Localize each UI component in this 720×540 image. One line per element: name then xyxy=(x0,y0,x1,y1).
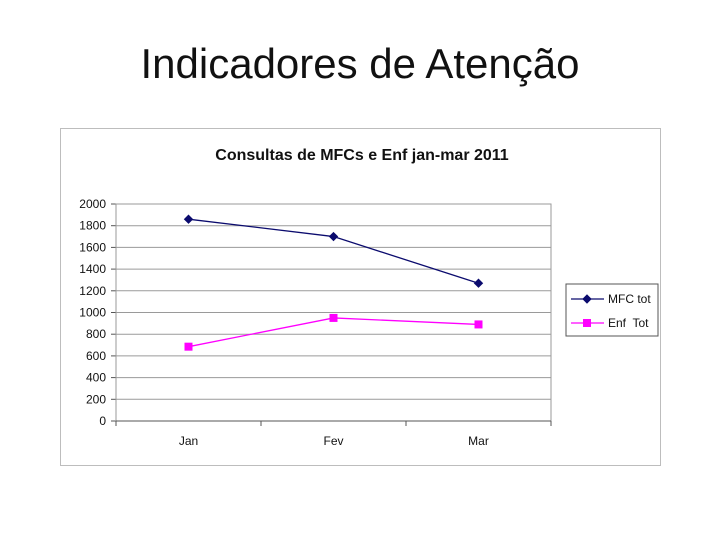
series xyxy=(183,214,484,351)
x-tick-label: Jan xyxy=(179,434,198,448)
y-tick-label: 400 xyxy=(86,371,106,385)
y-tick-label: 200 xyxy=(86,392,106,406)
x-tick-label: Fev xyxy=(323,434,343,448)
legend: MFC tot Enf Tot xyxy=(565,283,659,337)
legend-marker xyxy=(582,294,592,304)
y-tick-label: 2000 xyxy=(79,197,106,211)
y-tick-label: 800 xyxy=(86,327,106,341)
slide-title: Indicadores de Atenção xyxy=(140,40,580,87)
legend-label: MFC tot xyxy=(608,292,651,306)
y-tick-label: 1000 xyxy=(79,306,106,320)
axes: 0 200 400 600 800 1000 1200 1400 1600 1800 2000 Jan… xyxy=(79,197,552,448)
chart-frame: Consultas de MFCs e Enf jan-mar 2011 0 20… xyxy=(60,128,661,466)
legend-marker xyxy=(583,319,591,327)
legend-label: Enf Tot xyxy=(608,316,649,330)
chart-title: Consultas de MFCs e Enf jan-mar 2011 xyxy=(215,147,509,164)
y-tick-label: 600 xyxy=(86,349,106,363)
data-point xyxy=(473,278,484,288)
legend-box xyxy=(565,283,659,337)
y-tick-label: 1200 xyxy=(79,284,106,298)
y-tick-label: 0 xyxy=(99,414,106,428)
data-point xyxy=(474,320,483,329)
x-tick-label: Mar xyxy=(468,434,489,448)
y-tick-label: 1400 xyxy=(79,262,106,276)
data-point xyxy=(184,342,193,351)
data-point xyxy=(328,231,339,242)
data-point xyxy=(329,313,338,322)
line-chart: Consultas de MFCs e Enf jan-mar 2011 0 20… xyxy=(79,147,659,448)
y-tick-label: 1600 xyxy=(79,240,106,254)
y-tick-label: 1800 xyxy=(79,219,106,233)
data-point xyxy=(183,214,194,224)
